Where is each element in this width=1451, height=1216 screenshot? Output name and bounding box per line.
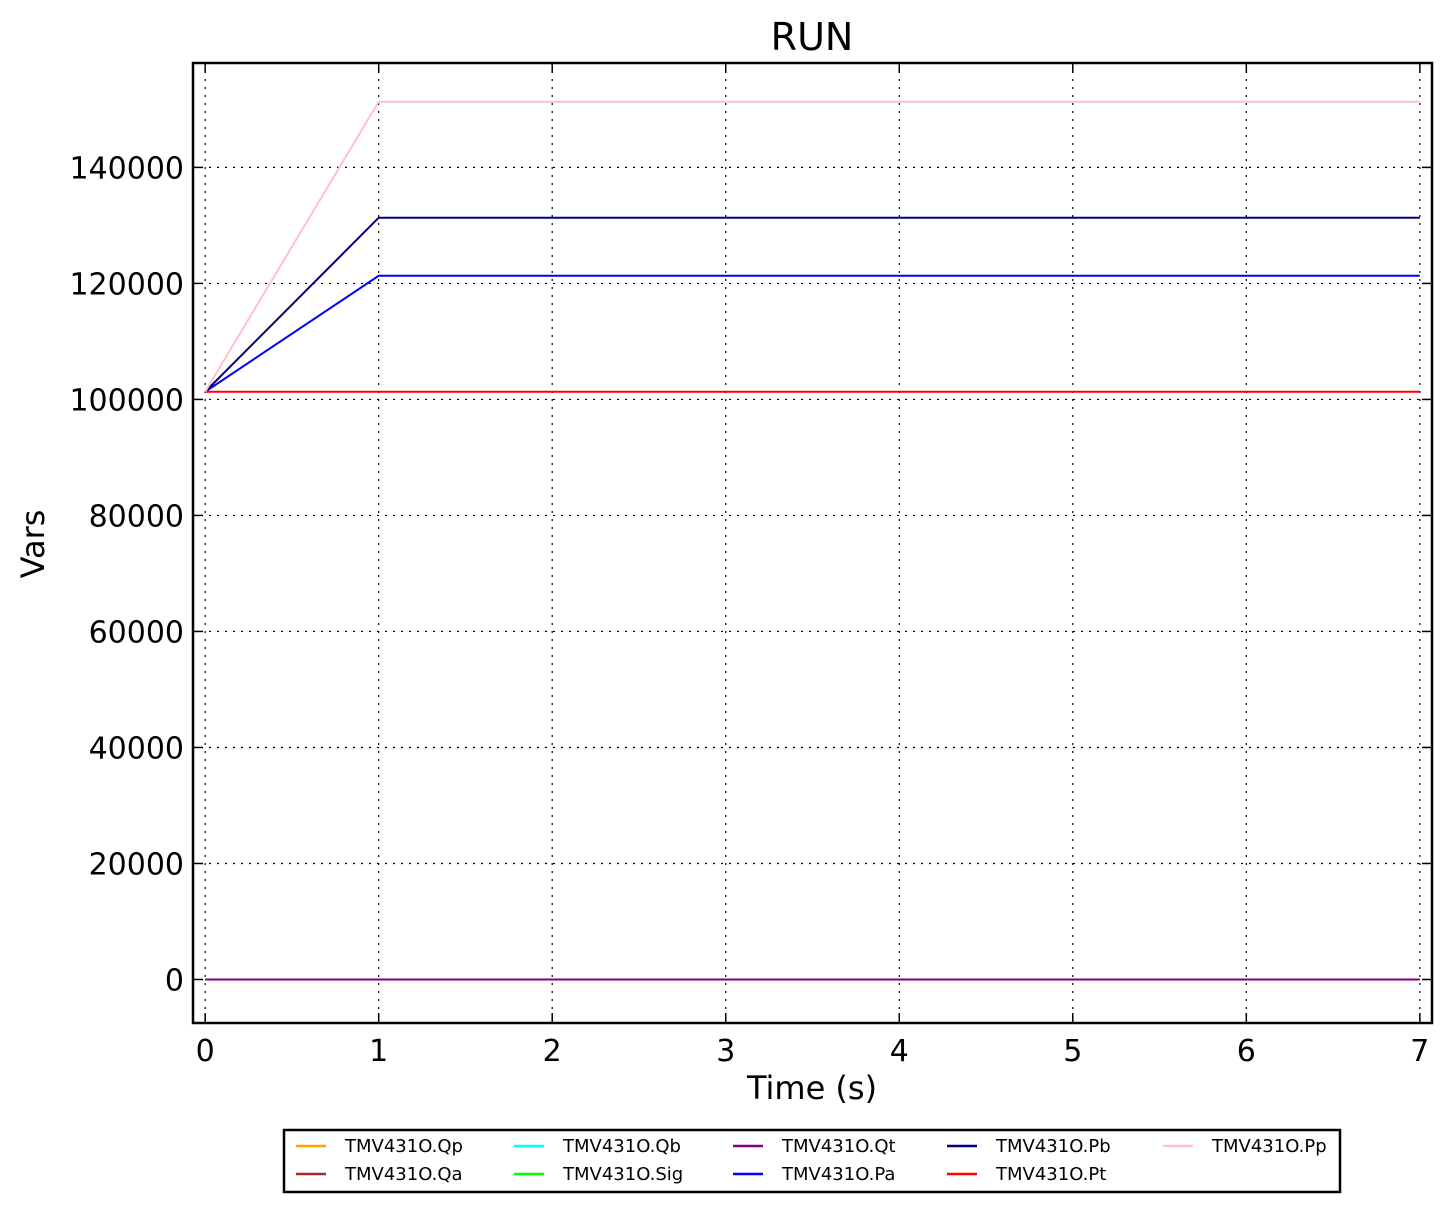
legend-label: TMV431O.Qt (781, 1136, 896, 1157)
grid (193, 63, 1432, 1023)
legend-frame (282, 1128, 1342, 1194)
y-tick-label: 40000 (89, 731, 184, 766)
y-tick-label: 120000 (69, 267, 184, 302)
legend-label: TMV431O.Pp (1211, 1136, 1327, 1157)
x-tick-label: 5 (1063, 1034, 1082, 1069)
axis-ticks: 0 1 2 3 4 5 6 7 0 20000 40000 60000 80000 100000 12000… (69, 63, 1432, 1069)
x-tick-label: 3 (716, 1034, 735, 1069)
x-tick-label: 0 (196, 1034, 215, 1069)
y-tick-label: 0 (165, 963, 184, 998)
chart-title: RUN (771, 15, 854, 59)
x-tick-label: 2 (543, 1034, 562, 1069)
legend-label: TMV431O.Qa (344, 1164, 463, 1185)
y-tick-label: 60000 (89, 615, 184, 650)
plot-area-frame (191, 61, 1434, 1025)
series-line (204, 100, 1420, 393)
legend: TMV431O.Qp TMV431O.Qa TMV431O.Qb TMV431O.Si… (282, 1128, 1342, 1194)
x-tick-label: 1 (369, 1034, 388, 1069)
x-tick-label: 7 (1410, 1034, 1429, 1069)
series-line (204, 216, 1420, 393)
legend-label: TMV431O.Pa (781, 1164, 895, 1185)
y-tick-label: 80000 (89, 499, 184, 534)
legend-label: TMV431O.Pb (995, 1136, 1111, 1157)
legend-label: TMV431O.Qb (562, 1136, 681, 1157)
y-tick-label: 100000 (69, 383, 184, 418)
x-axis-label: Time (s) (746, 1069, 877, 1107)
legend-label: TMV431O.Qp (344, 1136, 463, 1157)
y-axis-label: Vars (14, 510, 52, 579)
series-lines (204, 100, 1420, 981)
series-line (204, 274, 1420, 393)
legend-label: TMV431O.Pt (995, 1164, 1106, 1185)
legend-label: TMV431O.Sig (562, 1164, 683, 1185)
x-tick-label: 6 (1237, 1034, 1256, 1069)
y-tick-label: 20000 (89, 847, 184, 882)
y-tick-label: 140000 (69, 151, 184, 186)
x-tick-label: 4 (890, 1034, 909, 1069)
